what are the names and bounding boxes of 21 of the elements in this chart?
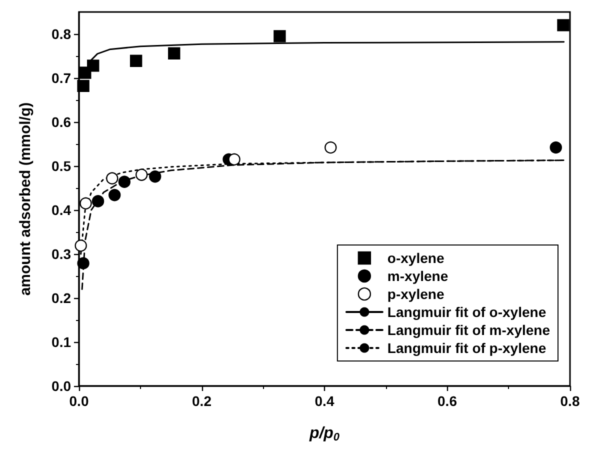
- legend-label: m-xylene: [387, 268, 448, 284]
- legend-label: Langmuir fit of o-xylene: [387, 304, 546, 320]
- y-tick-label: 0.5: [52, 158, 72, 174]
- x-tick-label: 0.2: [192, 393, 212, 409]
- y-tick-label: 0.8: [52, 26, 72, 42]
- legend-label: p-xylene: [387, 286, 444, 302]
- x-tick-label: 0.8: [560, 393, 580, 409]
- x-tick-label: 0.0: [69, 393, 89, 409]
- legend-label: Langmuir fit of m-xylene: [387, 322, 550, 338]
- y-tick-label: 0.6: [52, 114, 72, 130]
- y-tick-label: 0.0: [52, 378, 72, 394]
- y-axis-title: amount adsorbed (mmol/g): [17, 102, 34, 296]
- y-tick-label: 0.1: [52, 334, 72, 350]
- legend-label: Langmuir fit of p-xylene: [387, 340, 546, 356]
- y-tick-label: 0.7: [52, 70, 72, 86]
- x-tick-label: 0.6: [438, 393, 458, 409]
- y-tick-label: 0.3: [52, 246, 72, 262]
- y-tick-label: 0.4: [52, 202, 72, 218]
- y-tick-label: 0.2: [52, 290, 72, 306]
- x-tick-label: 0.4: [314, 393, 334, 409]
- legend-label: o-xylene: [387, 250, 444, 266]
